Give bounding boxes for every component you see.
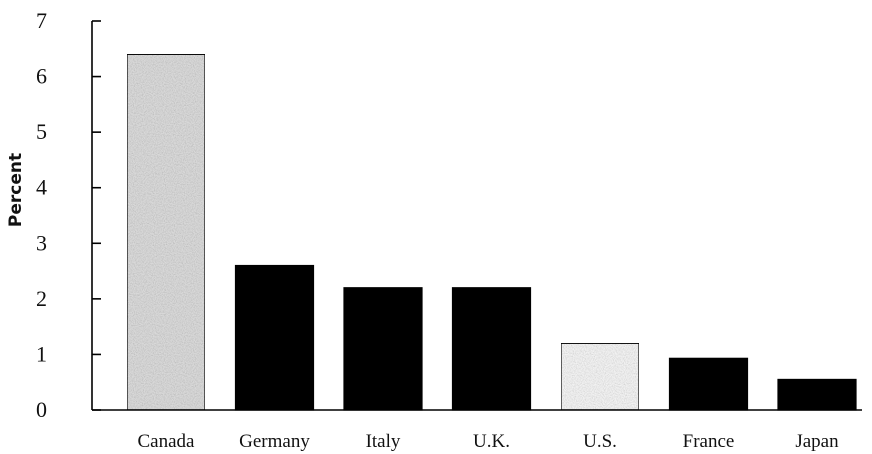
x-category-label: Italy [366, 431, 401, 452]
x-category-label: France [683, 431, 735, 452]
x-category-label: Canada [138, 431, 196, 452]
bar-france [668, 357, 749, 411]
x-category-label: Japan [795, 431, 839, 452]
y-tick-label: 7 [36, 8, 47, 33]
x-axis-labels: Canada Germany Italy U.K. U.S. France Japan [138, 431, 840, 452]
bar-canada [126, 53, 206, 411]
y-tick-label: 4 [36, 175, 47, 200]
bar-japan [777, 378, 857, 411]
y-tick-label: 5 [36, 119, 47, 144]
x-category-label: Germany [239, 431, 310, 452]
y-axis-title: Percent [6, 153, 26, 227]
y-tick-label: 3 [36, 230, 47, 255]
y-tick-label: 0 [36, 397, 47, 422]
bars [126, 53, 857, 411]
bar-italy [343, 287, 423, 411]
bar-uk [451, 287, 532, 411]
x-category-label: U.S. [583, 431, 617, 452]
bar-us [560, 342, 640, 411]
y-tick-label: 1 [36, 341, 47, 366]
bar-germany [234, 264, 315, 411]
y-axis-ticks: 0 1 2 3 4 5 6 7 [36, 8, 101, 422]
x-category-label: U.K. [473, 431, 510, 452]
y-tick-label: 2 [36, 286, 47, 311]
y-tick-label: 6 [36, 64, 47, 89]
